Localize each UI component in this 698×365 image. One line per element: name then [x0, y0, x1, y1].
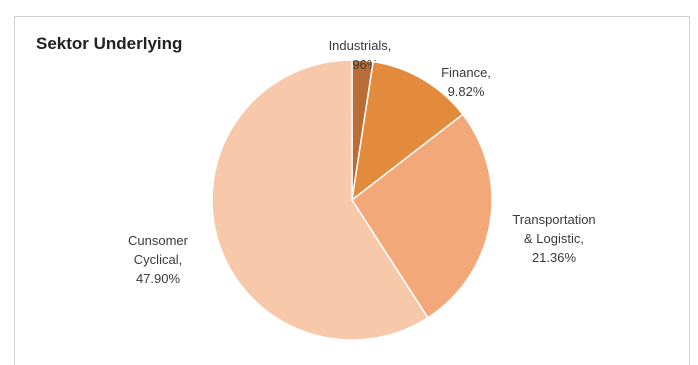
slice-label-1: Finance, 9.82% — [441, 65, 491, 99]
pie-slice-cunsomer-cyclical — [211, 59, 429, 341]
chart-title: Sektor Underlying — [36, 34, 183, 53]
slice-label-2: Transportation & Logistic, 21.36% — [512, 212, 595, 265]
pie-slice-transportation-logistic — [350, 113, 493, 319]
slice-label-3: Cunsomer Cyclical, 47.90% — [128, 233, 189, 286]
pie-slice-finance — [350, 60, 464, 202]
